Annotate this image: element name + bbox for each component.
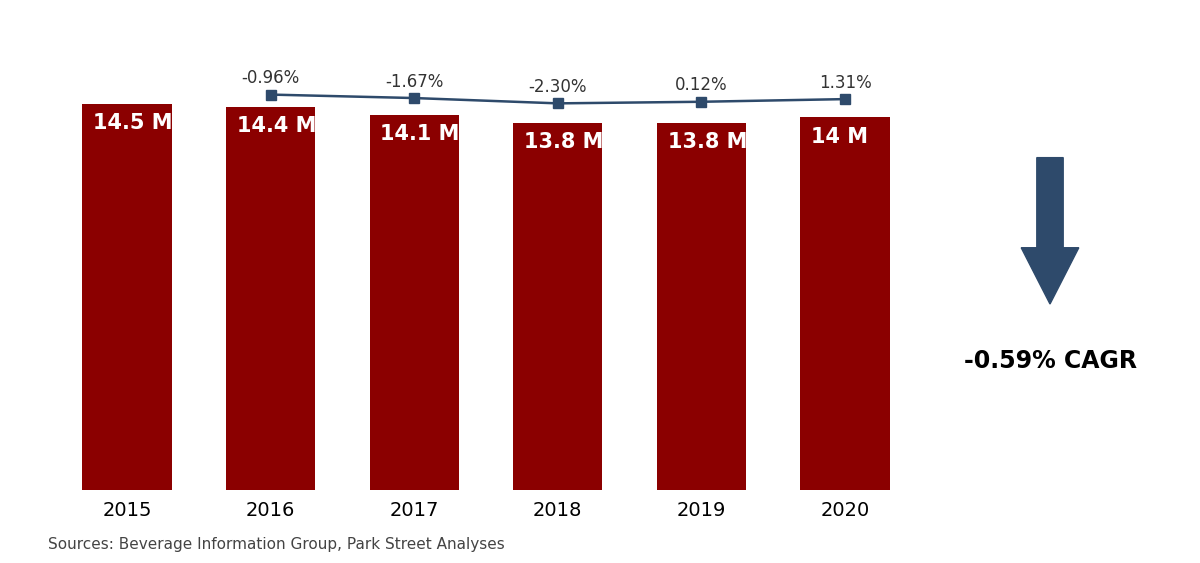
Bar [370, 114, 458, 490]
Bar [656, 123, 746, 490]
Text: 14 M: 14 M [811, 127, 868, 146]
Text: 14.5 M: 14.5 M [94, 113, 173, 133]
Text: -2.30%: -2.30% [528, 78, 587, 96]
Text: 1.31%: 1.31% [818, 74, 871, 92]
Text: 14.1 M: 14.1 M [380, 124, 460, 144]
Bar [800, 117, 889, 490]
Text: 13.8 M: 13.8 M [524, 132, 604, 152]
Text: -0.96%: -0.96% [241, 69, 300, 87]
Text: -1.67%: -1.67% [385, 73, 443, 91]
Text: -0.59% CAGR: -0.59% CAGR [964, 349, 1136, 373]
Bar [226, 106, 316, 490]
Text: 14.4 M: 14.4 M [236, 116, 316, 136]
Bar [514, 123, 602, 490]
Text: 0.12%: 0.12% [676, 77, 727, 95]
Text: Sources: Beverage Information Group, Park Street Analyses: Sources: Beverage Information Group, Par… [48, 537, 505, 552]
Text: 13.8 M: 13.8 M [667, 132, 746, 152]
Bar [83, 104, 172, 490]
